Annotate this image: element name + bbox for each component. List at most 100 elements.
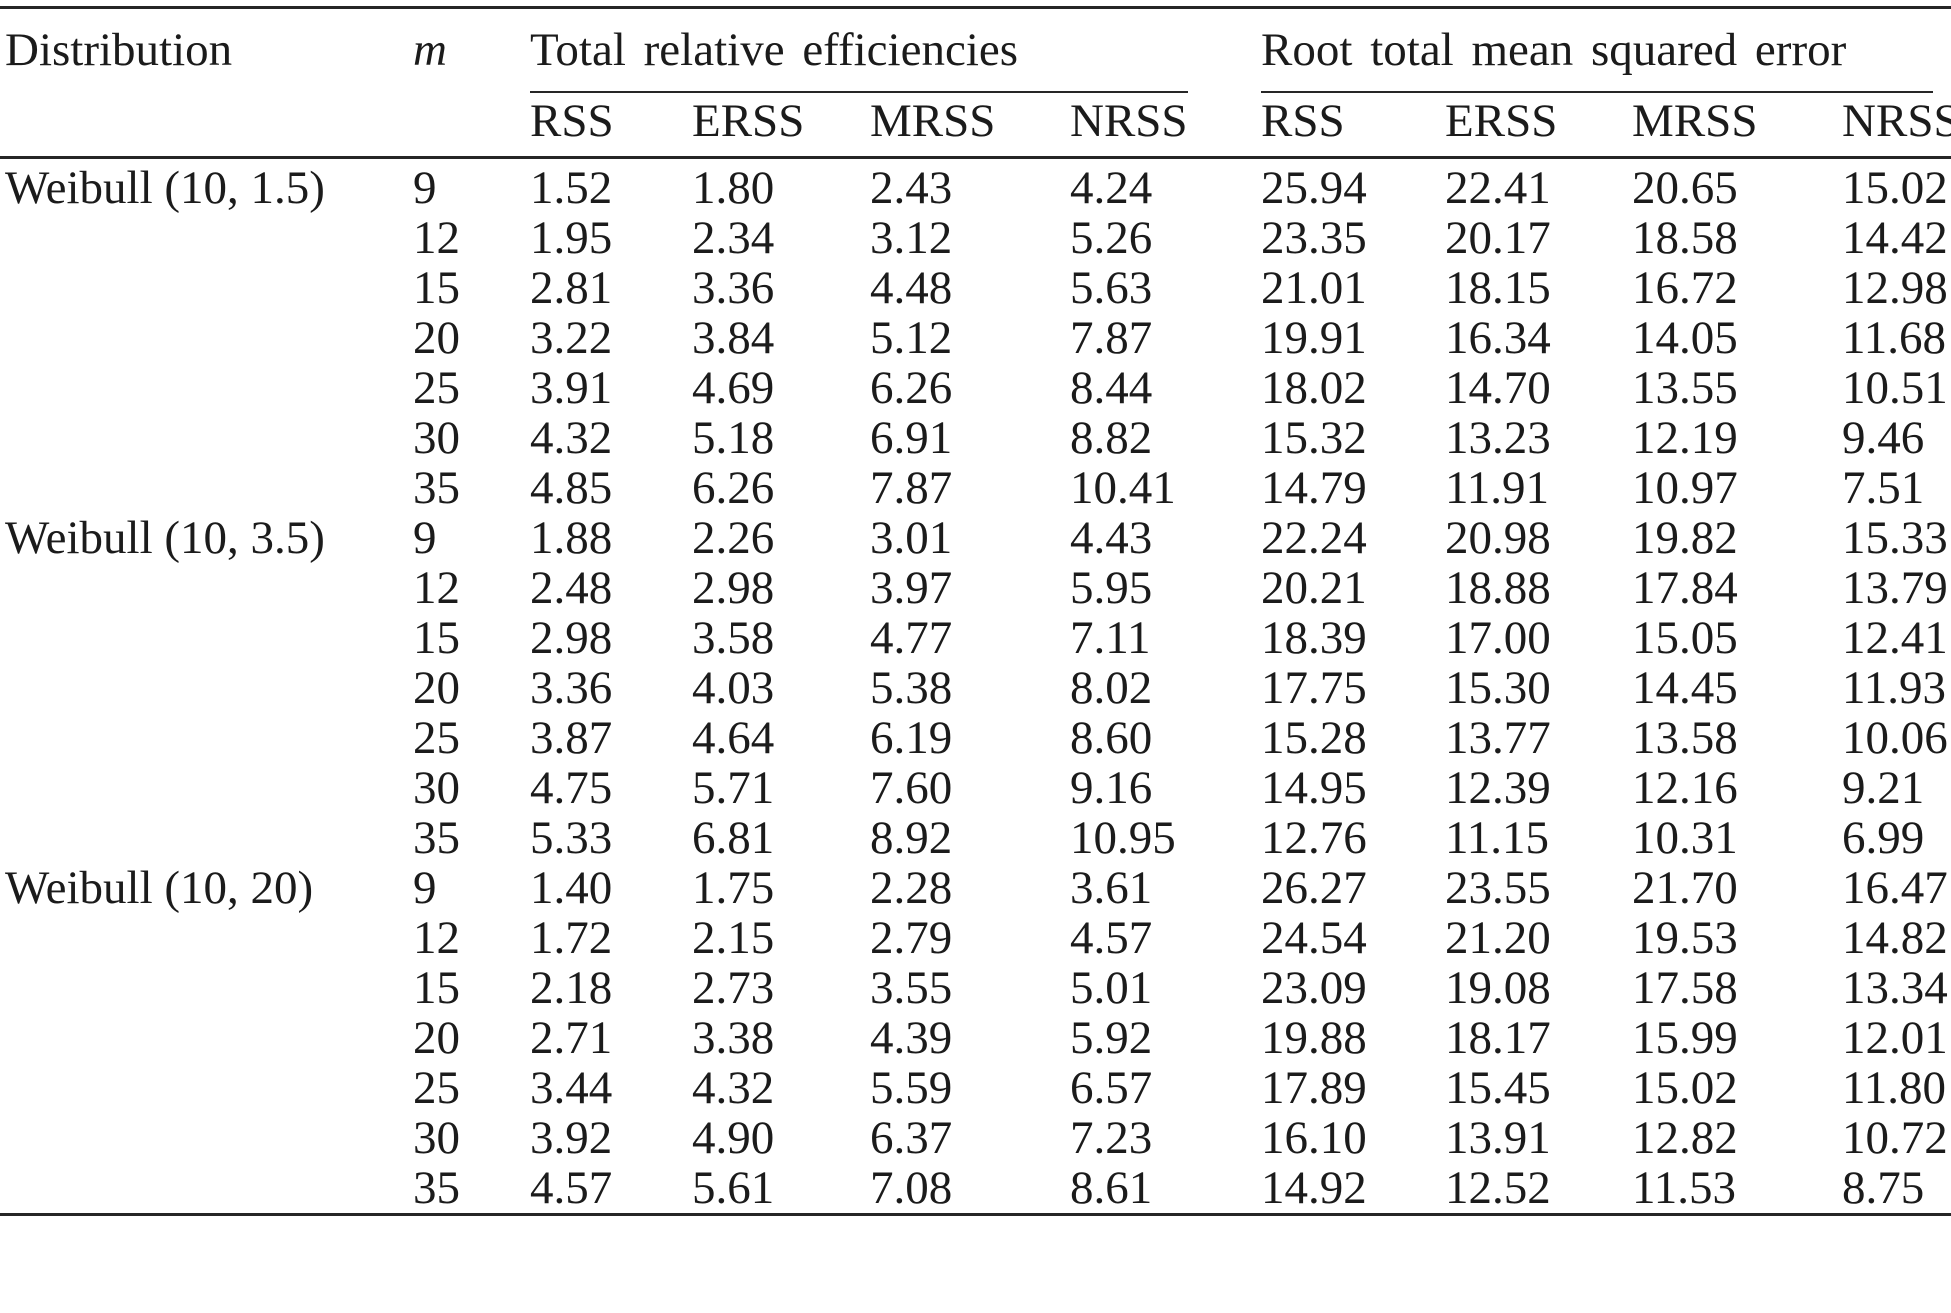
rmse-value-cell: 19.53 <box>1632 911 1738 964</box>
eff-value-cell: 8.44 <box>1070 361 1153 414</box>
rmse-value-cell: 21.20 <box>1445 911 1551 964</box>
m-cell: 9 <box>413 161 437 214</box>
table-row: 25 3.44 4.32 5.59 6.57 17.89 15.45 15.02 11.80 <box>0 1063 1951 1113</box>
eff-value-cell: 2.15 <box>692 911 775 964</box>
distribution-cell <box>0 763 413 813</box>
eff-value-cell: 5.33 <box>530 811 613 864</box>
eff-value-cell: 2.48 <box>530 561 613 614</box>
eff-value-cell: 9.16 <box>1070 761 1153 814</box>
rmse-value-cell: 19.08 <box>1445 961 1551 1014</box>
eff-value-cell: 6.26 <box>692 461 775 514</box>
rmse-value-cell: 20.65 <box>1632 161 1738 214</box>
table-row: 35 4.85 6.26 7.87 10.41 14.79 11.91 10.97 7.51 <box>0 463 1951 513</box>
distribution-cell <box>0 1063 413 1113</box>
eff-value-cell: 10.41 <box>1070 461 1176 514</box>
rmse-value-cell: 11.80 <box>1842 1061 1947 1114</box>
eff-value-cell: 1.40 <box>530 861 613 914</box>
rmse-value-cell: 25.94 <box>1261 161 1367 214</box>
m-cell: 15 <box>413 261 460 314</box>
m-cell: 35 <box>413 811 460 864</box>
efficiency-results-table: Distribution m Total relative efficienci… <box>0 6 1951 1216</box>
eff-value-cell: 5.95 <box>1070 561 1153 614</box>
header-eff-nrss: NRSS <box>1070 95 1188 148</box>
m-cell: 25 <box>413 361 460 414</box>
rmse-value-cell: 10.06 <box>1842 711 1948 764</box>
m-cell: 30 <box>413 1111 460 1164</box>
table-row: 35 5.33 6.81 8.92 10.95 12.76 11.15 10.31 6.99 <box>0 813 1951 863</box>
eff-value-cell: 4.57 <box>1070 911 1153 964</box>
eff-value-cell: 3.84 <box>692 311 775 364</box>
rmse-value-cell: 13.58 <box>1632 711 1738 764</box>
eff-value-cell: 5.18 <box>692 411 775 464</box>
eff-value-cell: 2.18 <box>530 961 613 1014</box>
eff-value-cell: 5.38 <box>870 661 953 714</box>
rmse-value-cell: 16.10 <box>1261 1111 1367 1164</box>
eff-value-cell: 5.01 <box>1070 961 1153 1014</box>
m-cell: 15 <box>413 961 460 1014</box>
m-cell: 15 <box>413 611 460 664</box>
rmse-value-cell: 22.24 <box>1261 511 1367 564</box>
table-row: Weibull (10, 1.5) 9 1.52 1.80 2.43 4.24 25.94 2… <box>0 157 1951 213</box>
eff-value-cell: 5.26 <box>1070 211 1153 264</box>
eff-value-cell: 3.36 <box>692 261 775 314</box>
eff-value-cell: 1.95 <box>530 211 613 264</box>
distribution-cell: Weibull (10, 1.5) <box>5 161 325 214</box>
rmse-value-cell: 23.35 <box>1261 211 1367 264</box>
table-row: Weibull (10, 20) 9 1.40 1.75 2.28 3.61 26.27 23… <box>0 863 1951 913</box>
rmse-value-cell: 18.39 <box>1261 611 1367 664</box>
rmse-value-cell: 12.76 <box>1261 811 1367 864</box>
table-row: 35 4.57 5.61 7.08 8.61 14.92 12.52 11.53 8.75 <box>0 1163 1951 1215</box>
rmse-value-cell: 13.34 <box>1842 961 1948 1014</box>
eff-value-cell: 4.69 <box>692 361 775 414</box>
rmse-value-cell: 9.46 <box>1842 411 1925 464</box>
rmse-value-cell: 13.91 <box>1445 1111 1551 1164</box>
eff-value-cell: 4.48 <box>870 261 953 314</box>
eff-value-cell: 1.52 <box>530 161 613 214</box>
eff-value-cell: 2.98 <box>530 611 613 664</box>
eff-value-cell: 6.37 <box>870 1111 953 1164</box>
m-cell: 12 <box>413 911 460 964</box>
rmse-value-cell: 12.16 <box>1632 761 1738 814</box>
eff-value-cell: 7.11 <box>1070 611 1151 664</box>
m-cell: 30 <box>413 761 460 814</box>
rmse-value-cell: 14.42 <box>1842 211 1948 264</box>
header-group-total-relative-efficiencies: Total relative efficiencies <box>530 8 1261 93</box>
rmse-value-cell: 12.39 <box>1445 761 1551 814</box>
header-row-groups: Distribution m Total relative efficienci… <box>0 8 1951 93</box>
header-rmse-erss: ERSS <box>1445 95 1558 148</box>
rmse-value-cell: 10.51 <box>1842 361 1948 414</box>
eff-value-cell: 4.32 <box>692 1061 775 1114</box>
header-m: m <box>413 24 447 76</box>
rmse-value-cell: 13.23 <box>1445 411 1551 464</box>
table-row: 25 3.87 4.64 6.19 8.60 15.28 13.77 13.58 10.06 <box>0 713 1951 763</box>
eff-value-cell: 4.39 <box>870 1011 953 1064</box>
rmse-value-cell: 14.70 <box>1445 361 1551 414</box>
m-cell: 30 <box>413 411 460 464</box>
rmse-value-cell: 12.52 <box>1445 1161 1551 1214</box>
rmse-value-cell: 20.98 <box>1445 511 1551 564</box>
header-rmse-rss: RSS <box>1261 95 1345 148</box>
rmse-value-cell: 15.33 <box>1842 511 1948 564</box>
eff-value-cell: 4.75 <box>530 761 613 814</box>
eff-value-cell: 3.44 <box>530 1061 613 1114</box>
group-label-efficiencies: Total relative efficiencies <box>530 23 1189 93</box>
rmse-value-cell: 15.02 <box>1632 1061 1738 1114</box>
rmse-value-cell: 26.27 <box>1261 861 1367 914</box>
distribution-cell <box>0 413 413 463</box>
eff-value-cell: 1.80 <box>692 161 775 214</box>
eff-value-cell: 2.81 <box>530 261 613 314</box>
table-row: Weibull (10, 3.5) 9 1.88 2.26 3.01 4.43 22.24 2… <box>0 513 1951 563</box>
rmse-value-cell: 12.01 <box>1842 1011 1948 1064</box>
m-cell: 12 <box>413 211 460 264</box>
distribution-cell <box>0 313 413 363</box>
rmse-value-cell: 11.68 <box>1842 311 1947 364</box>
eff-value-cell: 8.61 <box>1070 1161 1153 1214</box>
rmse-value-cell: 18.17 <box>1445 1011 1551 1064</box>
eff-value-cell: 3.87 <box>530 711 613 764</box>
table-body: Weibull (10, 1.5) 9 1.52 1.80 2.43 4.24 25.94 2… <box>0 157 1951 1214</box>
m-cell: 12 <box>413 561 460 614</box>
eff-value-cell: 3.92 <box>530 1111 613 1164</box>
distribution-cell <box>0 1163 413 1215</box>
eff-value-cell: 2.73 <box>692 961 775 1014</box>
rmse-value-cell: 18.15 <box>1445 261 1551 314</box>
